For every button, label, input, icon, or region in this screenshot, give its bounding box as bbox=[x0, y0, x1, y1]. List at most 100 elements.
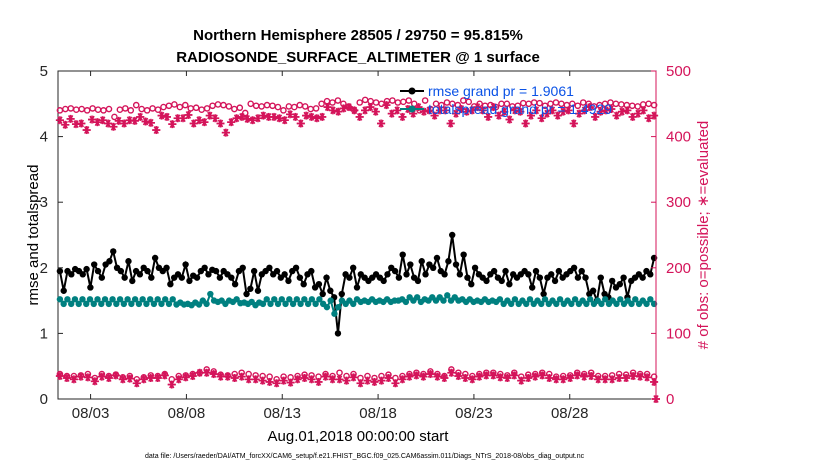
evaluated-obs-low--point bbox=[307, 375, 316, 384]
rmse-point bbox=[338, 290, 345, 298]
evaluated-obs-point bbox=[339, 104, 348, 113]
totalspread-point bbox=[334, 303, 342, 311]
evaluated-obs-low--point bbox=[461, 374, 470, 383]
evaluated-obs-point bbox=[248, 116, 257, 125]
possible-obs-point bbox=[192, 104, 200, 112]
totalspread-point bbox=[538, 300, 545, 308]
rmse-point bbox=[433, 254, 441, 262]
evaluated-obs-point bbox=[237, 112, 246, 121]
legend-rmse-text: rmse grand pr = 1.9061 bbox=[428, 83, 574, 99]
evaluated-obs-low--point bbox=[440, 374, 449, 383]
evaluated-obs-point bbox=[211, 114, 220, 123]
evaluated-obs-low--point bbox=[510, 371, 519, 380]
evaluated-obs-point bbox=[312, 114, 321, 123]
evaluated-obs-point bbox=[601, 106, 610, 115]
possible-obs-point bbox=[356, 99, 364, 106]
rmse-point bbox=[570, 264, 578, 271]
totalspread-point bbox=[274, 300, 282, 308]
rmse-point bbox=[110, 248, 117, 255]
rmse-point bbox=[186, 277, 193, 285]
rmse-point bbox=[144, 267, 151, 275]
x-tick-label: 08/03 bbox=[72, 405, 110, 422]
evaluated-obs-point bbox=[398, 112, 407, 121]
totalspread-point bbox=[139, 296, 146, 303]
totalspread-point bbox=[286, 296, 293, 303]
evaluated-obs-low--point bbox=[615, 374, 624, 383]
totalspread-point bbox=[79, 296, 86, 303]
totalspread-point bbox=[105, 300, 113, 308]
rmse-point bbox=[319, 290, 326, 298]
rmse-point bbox=[597, 274, 604, 281]
possible-obs-point bbox=[650, 101, 658, 109]
possible-obs-point bbox=[236, 104, 244, 112]
evaluated-obs-point bbox=[157, 111, 166, 120]
rmse-point bbox=[353, 284, 361, 291]
totalspread-point bbox=[83, 300, 90, 308]
possible-obs-point bbox=[378, 100, 385, 108]
totalspread-point bbox=[323, 303, 331, 311]
rmse-point bbox=[334, 330, 342, 337]
evaluated-obs-point bbox=[264, 112, 273, 121]
possible-obs-point bbox=[454, 101, 462, 109]
totalspread-point bbox=[154, 296, 161, 303]
evaluated-obs-low--point bbox=[524, 374, 533, 383]
evaluated-obs-low--point bbox=[482, 371, 491, 380]
totalspread-point bbox=[124, 296, 131, 303]
evaluated-obs-low--point bbox=[174, 375, 183, 384]
evaluated-obs-low--point bbox=[426, 370, 435, 379]
plot-area bbox=[57, 70, 657, 400]
evaluated-obs-low--point bbox=[496, 373, 505, 382]
rmse-point bbox=[468, 281, 475, 288]
rmse-point bbox=[323, 274, 330, 281]
evaluated-obs-point bbox=[607, 105, 616, 114]
totalspread-point bbox=[568, 300, 575, 308]
totalspread-point bbox=[282, 300, 289, 308]
totalspread-point bbox=[259, 300, 267, 308]
x-tick-label: 08/28 bbox=[551, 405, 589, 422]
evaluated-obs-low--point bbox=[188, 372, 197, 381]
evaluated-obs-low--point bbox=[62, 374, 71, 383]
evaluated-obs-point bbox=[270, 112, 279, 121]
totalspread-point bbox=[583, 300, 590, 308]
rmse-point bbox=[117, 267, 125, 275]
rmse-point bbox=[449, 231, 456, 239]
rmse-point bbox=[247, 285, 254, 292]
evaluated-obs-point bbox=[114, 116, 123, 125]
rmse-point bbox=[79, 271, 86, 278]
evaluated-obs-low--point bbox=[153, 374, 162, 383]
totalspread-point bbox=[496, 296, 504, 303]
evaluated-obs-point bbox=[328, 106, 337, 115]
totalspread-point bbox=[632, 296, 639, 303]
evaluated-obs-point bbox=[189, 119, 198, 128]
evaluated-obs-low--point bbox=[580, 372, 589, 381]
evaluated-obs-point bbox=[612, 111, 621, 120]
evaluated-obs-low--point bbox=[412, 371, 421, 380]
evaluated-obs-point bbox=[532, 106, 541, 115]
totalspread-point bbox=[109, 296, 116, 303]
evaluated-obs-point bbox=[195, 116, 204, 125]
possible-obs-point bbox=[171, 101, 178, 108]
possible-obs-point bbox=[203, 105, 211, 112]
totalspread-point bbox=[402, 298, 410, 306]
evaluated-obs-low--point bbox=[643, 373, 652, 382]
evaluated-obs-point bbox=[162, 112, 171, 121]
evaluated-obs-low--point bbox=[475, 372, 484, 381]
rmse-point bbox=[212, 267, 220, 275]
rmse-point bbox=[620, 274, 627, 281]
y2-tick-label: 300 bbox=[666, 194, 691, 211]
evaluated-obs-low--point bbox=[622, 374, 631, 383]
evaluated-obs-point bbox=[371, 107, 380, 116]
chart-subtitle: RADIOSONDE_SURFACE_ALTIMETER @ 1 surface bbox=[176, 49, 540, 66]
rmse-point bbox=[445, 258, 452, 265]
y2-axis-label: # of obs: o=possible; ∗=evaluated bbox=[695, 121, 712, 350]
rmse-point bbox=[460, 251, 467, 258]
evaluated-obs-point bbox=[484, 112, 493, 121]
evaluated-obs-point bbox=[596, 107, 605, 116]
evaluated-obs-point bbox=[468, 106, 477, 115]
totalspread-point bbox=[293, 296, 301, 303]
evaluated-obs-low--point bbox=[538, 371, 547, 380]
evaluated-obs-point bbox=[446, 119, 455, 128]
y-tick-label: 1 bbox=[40, 325, 48, 342]
evaluated-obs-point bbox=[537, 114, 546, 123]
rmse-point bbox=[608, 277, 616, 285]
